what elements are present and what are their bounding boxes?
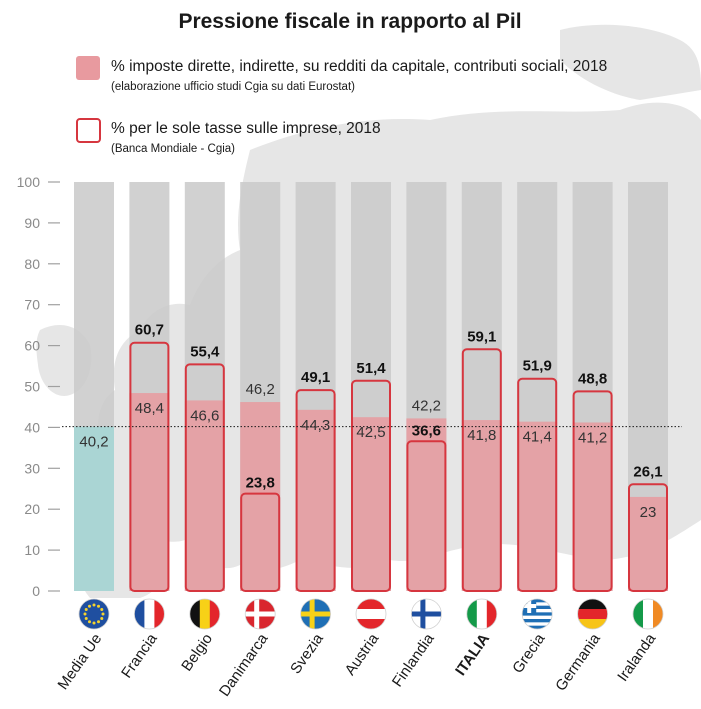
value-label-business-italia: 59,1 [467,328,496,345]
bar-total-finlandia [406,418,447,591]
value-label-business-germania: 48,8 [578,370,607,387]
y-tick-label: 30 [24,460,40,476]
y-axis: 0 10 20 30 40 50 60 70 80 90 100 [17,174,60,599]
value-label-total-iralanda: 23 [640,504,657,521]
greece-flag-icon [521,598,553,630]
category-label-belgio: Belgio [178,631,216,675]
bar-business-italia [461,348,502,592]
value-label-business-svezia: 49,1 [301,369,330,386]
bar-business-svezia [295,389,336,592]
value-label-total-svezia: 44,3 [301,417,330,434]
category-label-germania: Germania [552,630,604,694]
bar-total-belgio [184,400,225,591]
bar-business-finlandia [406,440,447,592]
value-label-business-grecia: 51,9 [523,358,552,375]
category-label-media-ue: Media Ue [55,631,106,693]
value-label-business-finlandia: 36,6 [412,422,441,439]
chart-title: Pressione fiscale in rapporto al Pil [178,10,521,33]
y-tick-label: 20 [24,501,40,517]
category-label-austria: Austria [342,630,383,679]
category-label-francia: Francia [118,630,161,681]
category-label-grecia: Grecia [509,630,549,676]
legend: % imposte dirette, indirette, su redditi… [76,56,607,155]
bar-total-media-ue [74,426,114,591]
bar-total-austria [351,417,391,591]
bar-total-danimarca [240,402,281,591]
category-label-italia: ITALIA [452,630,493,679]
bars [74,341,668,593]
legend-label-total: % imposte dirette, indirette, su redditi… [111,58,607,75]
y-tick-label: 100 [17,174,41,190]
value-label-total-media-ue: 40,2 [79,434,108,451]
category-labels: Media Ue Francia Belgio Danimarca Svezia Aust… [55,630,660,700]
italy-flag-icon [466,598,498,630]
value-label-total-grecia: 41,4 [523,429,552,446]
legend-swatch-business [76,118,101,143]
y-tick-label: 10 [24,542,40,558]
y-tick-label: 80 [24,256,40,272]
bar-total-italia [461,420,502,591]
value-labels: 40,2 48,4 60,7 46,6 55,4 46,2 23,8 44,3 49,1 42,5… [79,322,662,521]
ireland-flag-icon [632,598,664,630]
legend-label-business: % per le sole tasse sulle imprese, 2018 [111,120,381,137]
legend-source-business: (Banca Mondiale - Cgia) [111,143,235,155]
value-label-business-iralanda: 26,1 [633,463,662,480]
legend-source-total: (elaborazione ufficio studi Cgia su dati… [111,81,355,93]
germany-flag-icon [577,598,608,630]
y-tick-label: 70 [24,297,40,313]
bar-business-danimarca [240,492,281,592]
bar-business-belgio [184,363,225,592]
finland-flag-icon [410,598,442,630]
bar-total-svezia [295,409,336,591]
bar-business-grecia [517,377,558,592]
value-label-total-germania: 41,2 [578,429,607,446]
denmark-flag-icon [244,598,276,630]
belgium-flag-icon [189,598,221,630]
value-label-business-belgio: 55,4 [190,343,220,360]
value-label-business-danimarca: 23,8 [246,475,275,492]
y-tick-label: 0 [32,583,40,599]
bar-total-iralanda [628,496,668,591]
eu-flag-icon [78,598,110,630]
legend-swatch-total [76,56,100,80]
value-label-total-danimarca: 46,2 [246,381,275,398]
category-label-finlandia: Finlandia [389,630,438,690]
value-label-total-belgio: 46,6 [190,407,219,424]
value-label-total-italia: 41,8 [467,427,496,444]
value-label-business-austria: 51,4 [356,360,386,377]
y-tick-label: 60 [24,338,40,354]
category-label-svezia: Svezia [287,630,327,677]
y-tick-label: 40 [24,419,40,435]
sweden-flag-icon [300,598,332,630]
bar-business-germania [572,390,613,592]
bar-business-austria [351,379,391,592]
value-label-total-francia: 48,4 [135,400,164,417]
category-label-iralanda: Iralanda [614,630,659,685]
category-label-danimarca: Danimarca [216,630,272,700]
bar-total-germania [572,422,613,591]
y-tick-label: 50 [24,379,40,395]
y-tick-label: 90 [24,215,40,231]
bar-total-grecia [517,421,558,591]
bar-total-francia [129,393,170,591]
bar-business-iralanda [628,483,668,593]
flags [78,598,664,630]
value-label-business-francia: 60,7 [135,322,164,339]
bar-business-francia [129,341,170,592]
value-label-total-austria: 42,5 [356,424,385,441]
austria-flag-icon [355,598,387,630]
value-label-total-finlandia: 42,2 [412,397,441,414]
france-flag-icon [133,598,165,630]
